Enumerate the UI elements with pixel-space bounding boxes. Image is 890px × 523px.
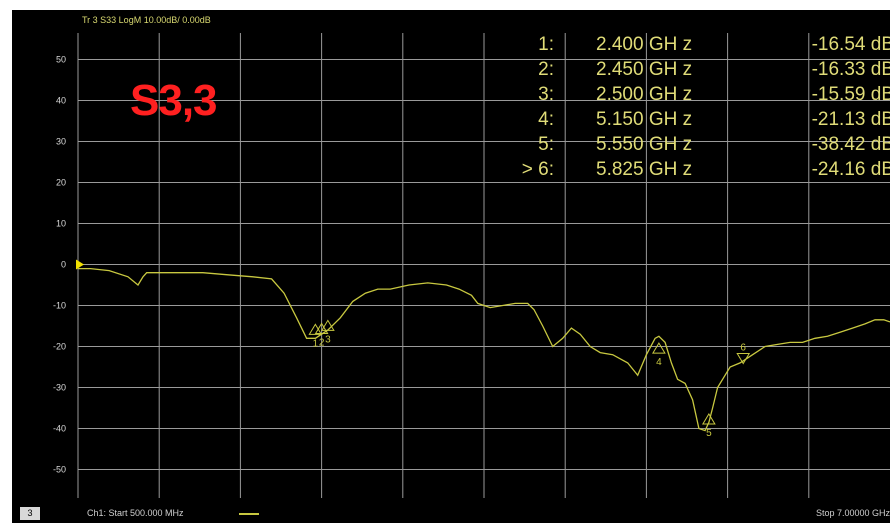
marker-index: 1:: [538, 34, 554, 55]
marker-row: 1: 2.400 GH z -16.54 dB: [504, 34, 890, 59]
marker-3-triangle: [320, 319, 335, 331]
marker-5-label: 5: [706, 428, 712, 439]
marker-row: 3: 2.500 GH z -15.59 dB: [504, 84, 890, 109]
start-frequency-label: Ch1: Start 500.000 MHz: [87, 508, 184, 518]
marker-3-label: 3: [325, 334, 331, 345]
marker-value: -16.54 dB: [811, 34, 890, 55]
y-tick-label: -20: [53, 342, 66, 352]
reference-level-arrow: [76, 259, 84, 270]
trace-color-swatch: [239, 513, 259, 515]
y-tick-label: 20: [56, 178, 66, 188]
parameter-label: S3,3: [130, 76, 218, 125]
marker-index: 3:: [538, 84, 554, 105]
marker-frequency: 5.825 GH z: [596, 159, 693, 180]
marker-6-label: 6: [740, 343, 746, 354]
y-tick-label: 0: [61, 260, 66, 270]
status-footer: 3 Ch1: Start 500.000 MHz Stop 7.00000 GH…: [12, 505, 890, 523]
marker-5-triangle: [701, 413, 716, 425]
trace-line: [78, 267, 890, 432]
marker-1-label: 1: [313, 338, 319, 349]
channel-button[interactable]: 3: [20, 507, 40, 520]
y-tick-label: -30: [53, 383, 66, 393]
marker-frequency: 2.500 GH z: [596, 84, 693, 105]
marker-frequency: 2.400 GH z: [596, 34, 693, 55]
marker-row: 2: 2.450 GH z -16.33 dB: [504, 59, 890, 84]
marker-2-triangle: [314, 322, 329, 334]
marker-frequency: 2.450 GH z: [596, 59, 693, 80]
marker-value: -15.59 dB: [811, 84, 890, 105]
marker-4-label: 4: [656, 357, 662, 368]
marker-row: 5: 5.550 GH z -38.42 dB: [504, 134, 890, 159]
sparameter-chart: 50 40 30 20 10 0 -10 -20 -30 -40 -50 1 2 3 4 5 6: [53, 33, 890, 498]
marker-2-label: 2: [319, 337, 325, 348]
y-tick-label: 10: [56, 219, 66, 229]
stop-frequency-label: Stop 7.00000 GHz: [815, 508, 890, 518]
y-tick-label: -10: [53, 301, 66, 311]
marker-index: 2:: [538, 59, 554, 80]
marker-row: 4: 5.150 GH z -21.13 dB: [504, 109, 890, 134]
marker-4-triangle: [652, 342, 666, 354]
marker-index: > 6:: [521, 159, 554, 180]
analyzer-screen: 50 40 30 20 10 0 -10 -20 -30 -40 -50 1 2 3 4 5 6 Tr 3 S3…: [12, 10, 890, 523]
y-tick-label: -50: [53, 465, 66, 475]
marker-index: 5:: [538, 134, 554, 155]
marker-index: 4:: [538, 109, 554, 130]
marker-6-triangle: [736, 353, 751, 365]
marker-frequency: 5.550 GH z: [596, 134, 693, 155]
y-tick-label: 40: [56, 96, 66, 106]
marker-1-triangle: [308, 323, 323, 335]
y-tick-label: -40: [53, 424, 66, 434]
marker-value: -21.13 dB: [811, 109, 890, 130]
marker-value: -24.16 dB: [811, 159, 890, 180]
marker-table: 1: 2.400 GH z -16.54 dB 2: 2.450 GH z -1…: [504, 34, 890, 184]
marker-row-active: > 6: 5.825 GH z -24.16 dB: [504, 159, 890, 184]
trace-header: Tr 3 S33 LogM 10.00dB/ 0.00dB: [82, 15, 211, 25]
y-tick-label: 50: [56, 55, 66, 65]
marker-value: -38.42 dB: [811, 134, 890, 155]
marker-frequency: 5.150 GH z: [596, 109, 693, 130]
y-tick-label: 30: [56, 137, 66, 147]
marker-value: -16.33 dB: [811, 59, 890, 80]
